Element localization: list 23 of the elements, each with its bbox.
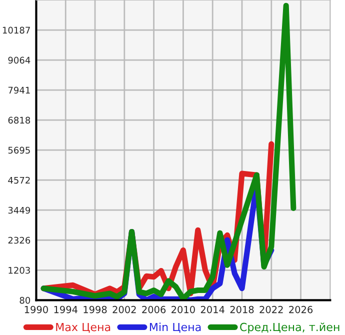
x-tick-label: 1990 <box>24 306 48 314</box>
y-tick-label: 5695 <box>8 146 30 154</box>
y-tick-label: 10187 <box>2 26 30 34</box>
x-tick-label: 2006 <box>142 306 166 314</box>
x-tick-label: 2026 <box>289 306 313 314</box>
y-tick-label: 7941 <box>8 86 30 94</box>
y-tick-label: 9064 <box>8 56 30 64</box>
x-tick-label: 2022 <box>260 306 283 314</box>
x-tick-label: 1998 <box>84 306 107 314</box>
x-tick-label: 2010 <box>172 306 195 314</box>
legend-label: Min Цена <box>150 322 201 333</box>
x-tick-label: 2014 <box>200 306 224 314</box>
x-tick-label: 2002 <box>112 306 136 314</box>
y-tick-label: 1203 <box>8 266 30 274</box>
y-tick-label: 2326 <box>8 236 30 244</box>
y-tick-label: 6818 <box>8 116 30 124</box>
legend-label: Max Цена <box>56 322 110 333</box>
x-tick-label: 2018 <box>230 306 254 314</box>
y-tick-label: 3449 <box>8 206 30 214</box>
legend-label: Сред.Цена, т.йен <box>240 322 340 334</box>
x-tick-label: 1994 <box>54 306 78 314</box>
y-tick-label: 80 <box>20 296 30 304</box>
y-tick-label: 4572 <box>8 176 30 184</box>
